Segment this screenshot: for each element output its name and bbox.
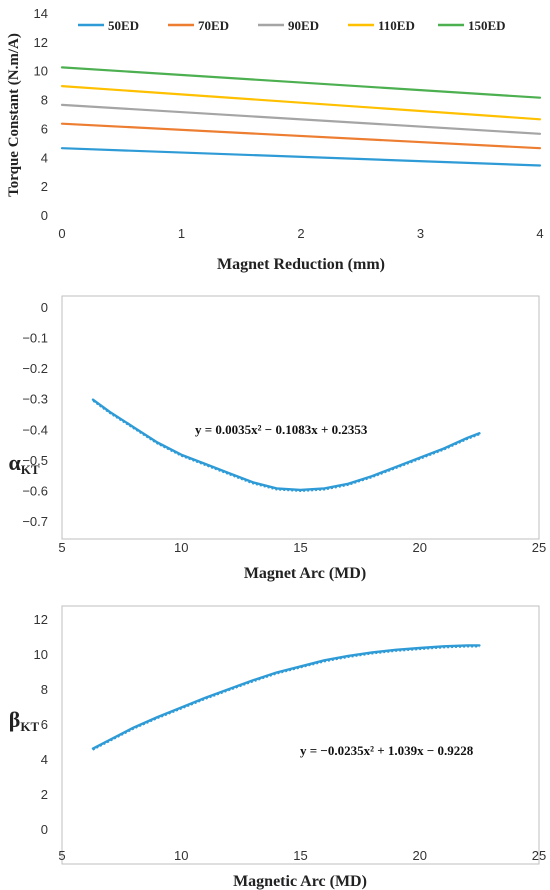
x-tick-label: 3: [417, 226, 424, 241]
x-tick-label: 25: [532, 540, 546, 555]
series-line-2: [91, 398, 481, 492]
series-line-70ed: [60, 122, 542, 150]
legend-label-50ed: 50ED: [108, 18, 139, 33]
x-tick-label: 15: [293, 540, 307, 555]
y-tick-label: −0.2: [22, 361, 48, 376]
y-tick-label: −0.6: [22, 483, 48, 498]
x-tick-label: 10: [174, 540, 188, 555]
legend-label-70ed: 70ED: [198, 18, 229, 33]
y-tick-label: 4: [41, 752, 48, 767]
y-tick-label: 4: [41, 150, 48, 165]
axes-3: 0 2 4 6 8 10 12 5 10 15 20 25: [34, 612, 547, 863]
x-tick-label: 25: [532, 848, 546, 863]
y-axis-label-1: Torque Constant (N.m/A): [6, 33, 22, 197]
y-axis-label-2-sub: KT: [21, 462, 40, 477]
legend-label-110ed: 110ED: [378, 18, 415, 33]
y-axis-label-2-symbol: α: [8, 450, 21, 475]
y-tick-label: 10: [34, 64, 48, 79]
x-tick-label: 5: [58, 540, 65, 555]
x-tick-label: 1: [178, 226, 185, 241]
y-tick-label: 8: [41, 682, 48, 697]
series-line-90ed: [60, 103, 542, 135]
x-tick-label: 5: [58, 848, 65, 863]
trendline-equation-2: y = 0.0035x² − 0.1083x + 0.2353: [195, 422, 368, 437]
trendline-3: [92, 646, 480, 751]
y-axis-label-3: βKT: [9, 707, 40, 734]
y-tick-label: 6: [41, 717, 48, 732]
y-tick-label: −0.4: [22, 422, 48, 437]
y-tick-label: −0.7: [22, 514, 48, 529]
trendline-2: [92, 400, 480, 493]
plot-area-2: [61, 295, 540, 540]
x-tick-label: 15: [293, 848, 307, 863]
axes-2: 0 −0.1 −0.2 −0.3 −0.4 −0.5 −0.6 −0.7 5 10 15 20 25: [22, 300, 546, 555]
plot-area-3: [61, 605, 540, 865]
y-tick-label: 8: [41, 93, 48, 108]
x-tick-label: 20: [413, 848, 427, 863]
y-axis-label-3-symbol: β: [9, 707, 21, 732]
x-axis-label-1: Magnet Reduction (mm): [217, 256, 385, 273]
y-tick-label: 0: [41, 300, 48, 315]
y-tick-label: 6: [41, 121, 48, 136]
x-tick-label: 2: [297, 226, 304, 241]
beta-kt-chart: 0 2 4 6 8 10 12 5 10 15 20 25 y = −0.0235x² + 1.039…: [9, 605, 547, 890]
y-tick-label: −0.5: [22, 453, 48, 468]
x-tick-label: 20: [413, 540, 427, 555]
x-axis-label-2: Magnet Arc (MD): [244, 565, 366, 582]
x-tick-label: 0: [58, 226, 65, 241]
y-tick-label: 12: [34, 35, 48, 50]
y-tick-label: 12: [34, 612, 48, 627]
x-axis-label-3: Magnetic Arc (MD): [233, 873, 367, 890]
series-line-110ed: [60, 84, 542, 121]
legend-1: 50ED 70ED 90ED 110ED 150ED: [78, 18, 506, 33]
x-tick-label: 10: [174, 848, 188, 863]
y-axis-label-3-sub: KT: [20, 719, 39, 734]
y-tick-label: 2: [41, 179, 48, 194]
series-group-3: [91, 644, 481, 751]
y-tick-label: 10: [34, 647, 48, 662]
legend-label-150ed: 150ED: [468, 18, 506, 33]
x-tick-label: 4: [536, 226, 543, 241]
plot-area-1: [62, 14, 540, 216]
series-line-150ed: [60, 66, 542, 99]
y-tick-label: 2: [41, 787, 48, 802]
alpha-kt-chart: 0 −0.1 −0.2 −0.3 −0.4 −0.5 −0.6 −0.7 5 10 15 20 25 y…: [8, 295, 546, 582]
trendline-equation-3: y = −0.0235x² + 1.039x − 0.9228: [300, 743, 474, 758]
y-tick-label: −0.1: [22, 331, 48, 346]
y-axis-label-2: αKT: [8, 450, 39, 477]
y-tick-label: 0: [41, 822, 48, 837]
y-tick-label: 14: [34, 6, 48, 21]
series-group-2: [91, 398, 481, 493]
y-tick-label: 0: [41, 208, 48, 223]
series-line-3: [91, 644, 481, 750]
y-tick-label: −0.3: [22, 392, 48, 407]
series-line-50ed: [60, 147, 542, 167]
series-group-1: [60, 66, 542, 167]
legend-label-90ed: 90ED: [288, 18, 319, 33]
